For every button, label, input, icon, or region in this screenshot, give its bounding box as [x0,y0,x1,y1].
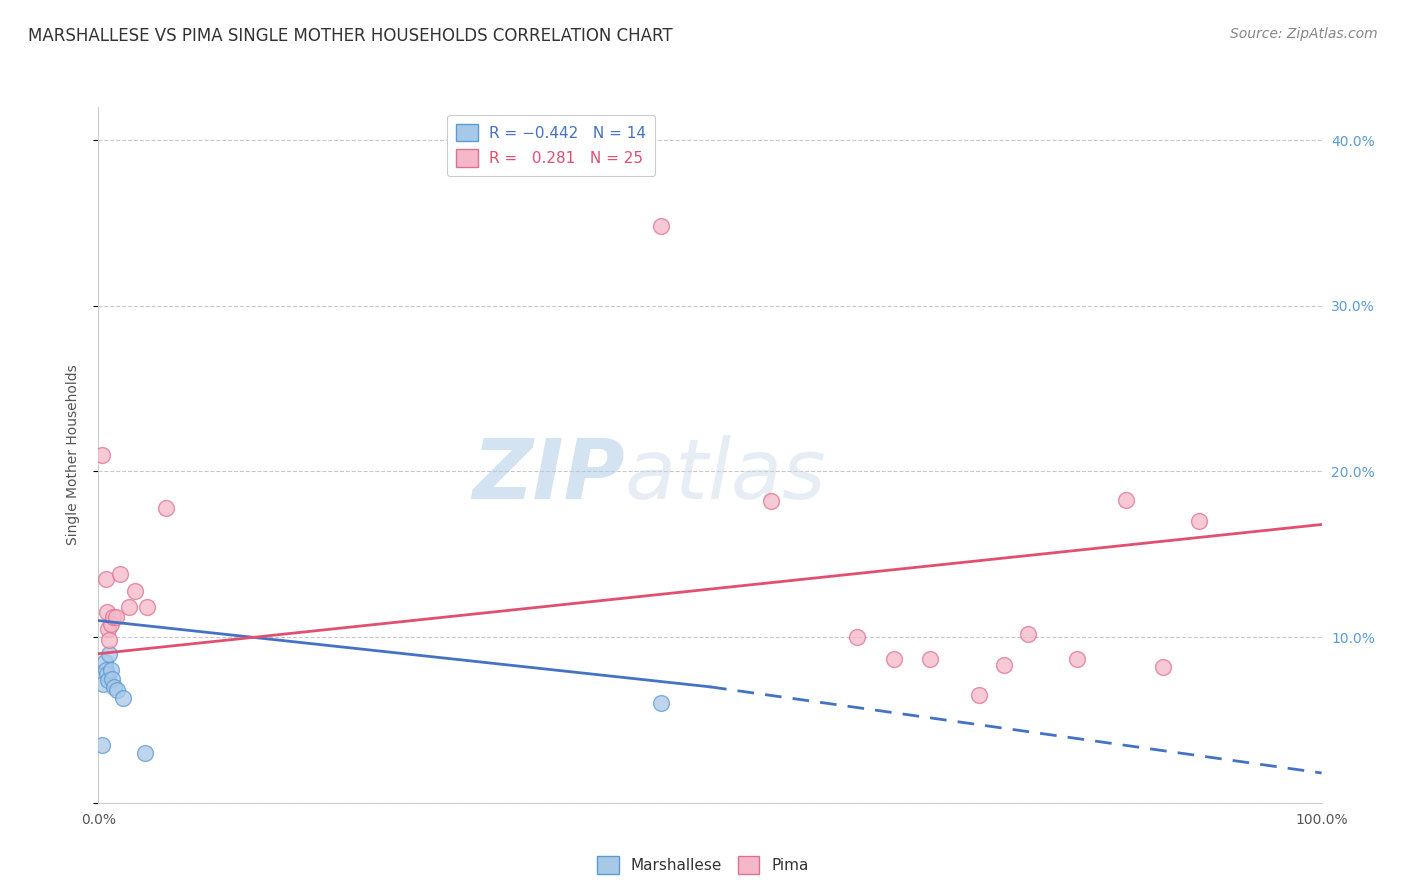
Point [98,633,121,648]
Point [91,676,114,690]
Point [1115,492,1137,507]
Text: Source: ZipAtlas.com: Source: ZipAtlas.com [1230,27,1378,41]
Point [967,688,990,702]
Point [101,672,124,686]
Point [845,630,868,644]
Point [97,622,120,636]
Legend: R = −0.442   N = 14, R =   0.281   N = 25: R = −0.442 N = 14, R = 0.281 N = 25 [447,115,655,176]
Point [103,680,125,694]
Point [118,600,141,615]
Point [136,600,159,615]
Text: atlas: atlas [624,435,827,516]
Point [155,500,177,515]
Legend: Marshallese, Pima: Marshallese, Pima [592,850,814,880]
Point [91,738,114,752]
Point [883,651,905,665]
Point [920,651,942,665]
Point [96,666,118,681]
Point [97,673,120,688]
Point [91,448,114,462]
Point [1188,514,1211,528]
Point [105,683,128,698]
Point [1152,660,1174,674]
Y-axis label: Single Mother Households: Single Mother Households [66,365,80,545]
Point [124,583,146,598]
Point [101,610,124,624]
Point [100,663,122,677]
Point [134,746,156,760]
Point [111,691,134,706]
Point [94,663,117,677]
Point [94,572,117,586]
Text: ZIP: ZIP [472,435,624,516]
Point [100,616,122,631]
Point [761,494,783,508]
Point [110,567,132,582]
Point [1066,651,1088,665]
Point [993,658,1015,673]
Point [650,697,672,711]
Point [93,655,115,669]
Text: MARSHALLESE VS PIMA SINGLE MOTHER HOUSEHOLDS CORRELATION CHART: MARSHALLESE VS PIMA SINGLE MOTHER HOUSEH… [28,27,672,45]
Point [650,219,672,234]
Point [98,647,121,661]
Point [96,605,118,619]
Point [1017,627,1039,641]
Point [104,610,127,624]
